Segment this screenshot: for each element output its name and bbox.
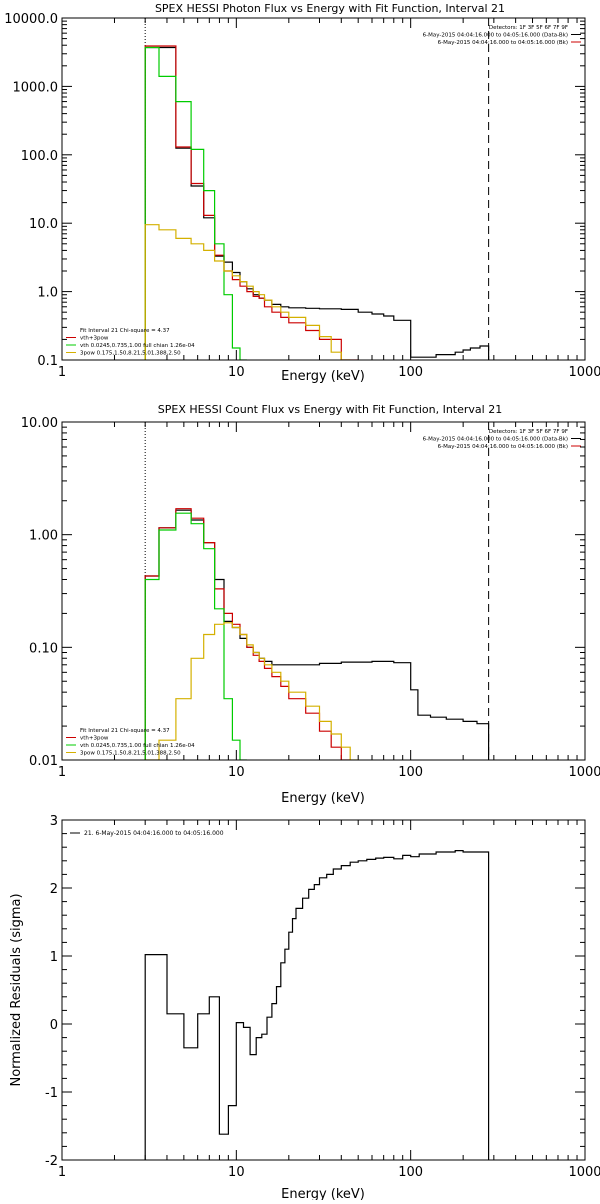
residuals-chart: 1 10 100 1000 -2 -1 0 1 2 3 21. 6-May-2015 04:04:1… <box>9 814 600 1202</box>
y-tick-label: 10000.0 <box>4 12 58 27</box>
plot-frame <box>61 17 586 361</box>
x-tick-label: 1 <box>58 765 66 780</box>
series-1-line <box>144 45 359 360</box>
x-tick-label: 1000 <box>568 365 600 380</box>
y-tick-label: 0 <box>50 1018 58 1033</box>
plot-frame <box>61 819 586 1161</box>
y-tick-label: 100.0 <box>21 149 58 164</box>
legend-text: 3pow 0.175,1.50,8.21,5.01,388,2.50 <box>80 751 181 757</box>
legend-text: vth 0.0245,0.735,1.00 full chian 1.26e-0… <box>80 343 195 349</box>
legend-text: Fit Interval 21 Chi-square = 4.37 <box>80 328 170 334</box>
legend-text: Detectors: 1F 3F 5F 6F 7F 9F <box>489 25 568 31</box>
x-tick-label: 10 <box>228 1165 245 1180</box>
x-tick-label: 100 <box>398 1165 423 1180</box>
series-0-line <box>144 46 490 360</box>
y-tick-label: 10.00 <box>21 416 58 431</box>
y-tick-label: 0.10 <box>29 641 58 656</box>
y-tick-label: 10.0 <box>29 217 58 232</box>
y-tick-label: -1 <box>45 1086 58 1101</box>
legend-text: Fit Interval 21 Chi-square = 4.37 <box>80 728 170 734</box>
legend-text: vth+3pow <box>80 736 109 742</box>
x-axis-label: Energy (keV) <box>281 369 365 384</box>
x-tick-label: 1 <box>58 365 66 380</box>
legend-text: vth+3pow <box>80 336 109 342</box>
series-0-line <box>144 850 490 1160</box>
series-3-line <box>144 224 351 360</box>
photon-flux-chart: SPEX HESSI Photon Flux vs Energy with Fi… <box>4 2 600 384</box>
x-axis-label: Energy (keV) <box>281 791 365 806</box>
y-axis-label: Normalized Residuals (sigma) <box>9 893 24 1086</box>
x-tick-label: 10 <box>228 365 245 380</box>
y-tick-label: 1000.0 <box>13 80 59 95</box>
plot-frame <box>61 421 586 761</box>
y-tick-label: 1.0 <box>37 286 58 301</box>
legend-text: 6-May-2015 04:04:16.000 to 04:05:16.000 … <box>438 40 568 46</box>
x-tick-label: 1 <box>58 1165 66 1180</box>
x-tick-label: 1000 <box>568 765 600 780</box>
count-flux-chart: SPEX HESSI Count Flux vs Energy with Fit… <box>21 403 600 806</box>
chart-title: SPEX HESSI Count Flux vs Energy with Fit… <box>158 403 502 416</box>
series-2-line <box>144 46 247 360</box>
legend-text: 6-May-2015 04:04:16.000 to 04:05:16.000 … <box>423 33 568 39</box>
legend-text: 3pow 0.175,1.50,8.21,5.01,388,2.50 <box>80 351 181 357</box>
y-tick-label: 3 <box>50 814 58 829</box>
y-tick-label: -2 <box>45 1154 58 1169</box>
legend-text: Detectors: 1F 3F 5F 6F 7F 9F <box>489 429 568 435</box>
legend-text: 6-May-2015 04:04:16.000 to 04:05:16.000 … <box>438 444 568 450</box>
legend-text: vth 0.0245,0.735,1.00 full chian 1.26e-0… <box>80 743 195 749</box>
series-2-line <box>144 512 247 760</box>
x-tick-label: 100 <box>398 365 423 380</box>
legend-text: 21. 6-May-2015 04:04:16.000 to 04:05:16.… <box>84 830 224 837</box>
legend-text: 6-May-2015 04:04:16.000 to 04:05:16.000 … <box>423 437 568 443</box>
series-3-line <box>145 622 359 760</box>
y-tick-label: 1 <box>50 950 58 965</box>
x-tick-label: 10 <box>228 765 245 780</box>
x-tick-label: 1000 <box>568 1165 600 1180</box>
x-axis-label: Energy (keV) <box>281 1187 365 1200</box>
y-tick-label: 0.01 <box>29 754 58 769</box>
y-tick-label: 2 <box>50 882 58 897</box>
x-tick-label: 100 <box>398 765 423 780</box>
series-0-line <box>144 509 490 760</box>
y-tick-label: 0.1 <box>37 354 58 369</box>
y-tick-label: 1.00 <box>29 529 58 544</box>
chart-title: SPEX HESSI Photon Flux vs Energy with Fi… <box>155 2 505 15</box>
